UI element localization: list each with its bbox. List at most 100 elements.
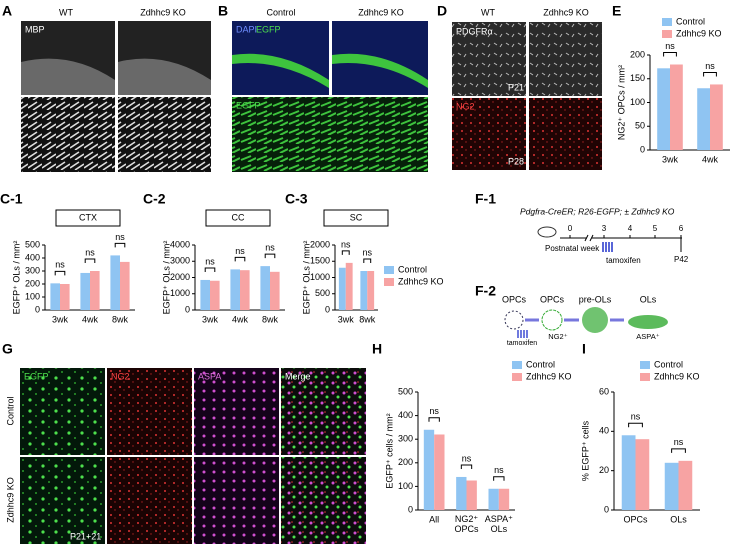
legend-label: Control bbox=[398, 264, 427, 274]
significance-bracket bbox=[460, 464, 473, 469]
image bbox=[118, 97, 211, 172]
legend-swatch bbox=[512, 361, 522, 369]
legend-swatch bbox=[384, 266, 394, 274]
annotation: ns bbox=[665, 41, 675, 51]
annotation: ns bbox=[265, 243, 275, 253]
channel-label: EGFP bbox=[24, 371, 49, 381]
y-tick-label: 0 bbox=[35, 304, 40, 314]
bar bbox=[434, 434, 445, 510]
bar bbox=[210, 280, 220, 310]
y-tick-label: 500 bbox=[398, 386, 413, 396]
y-axis-label: EGFP⁺ OLs / mm² bbox=[301, 241, 311, 315]
panel-label: D bbox=[437, 3, 447, 19]
bar bbox=[635, 439, 650, 510]
y-tick-label: 100 bbox=[398, 481, 413, 491]
image bbox=[529, 98, 602, 170]
cell-icon bbox=[628, 315, 668, 329]
y-tick-label: 0 bbox=[185, 304, 190, 314]
annotation: ns bbox=[674, 437, 684, 447]
image bbox=[452, 22, 526, 96]
bar bbox=[200, 279, 210, 310]
image bbox=[194, 368, 279, 455]
y-tick-label: 150 bbox=[630, 73, 645, 83]
axis-label: Postnatal week bbox=[545, 244, 600, 253]
x-tick-label: 4wk bbox=[232, 314, 249, 324]
panel-g: G Control Zdhhc9 KO EGFP NG2 ASPA Merge P21+… bbox=[2, 341, 366, 544]
title-box bbox=[323, 209, 389, 227]
image bbox=[281, 368, 366, 455]
annotation: ns bbox=[462, 453, 472, 463]
panel-label: H bbox=[372, 341, 382, 357]
stage-label: OPCs bbox=[502, 294, 527, 304]
cell-icon bbox=[582, 307, 608, 333]
legend-label: Zdhhc9 KO bbox=[676, 28, 722, 38]
y-tick-label: 20 bbox=[599, 465, 609, 475]
x-tick-label: 3wk bbox=[338, 314, 355, 324]
column-label: Control bbox=[266, 7, 295, 17]
y-tick-label: 300 bbox=[398, 434, 413, 444]
panel-label: C-3 bbox=[285, 191, 308, 207]
bar bbox=[488, 488, 499, 510]
y-tick-label: 2000 bbox=[170, 272, 190, 282]
panel-f1: F-1 Pdgfra-CreER; R26-EGFP; ± Zdhhc9 KO … bbox=[475, 191, 689, 265]
annotation: ns bbox=[494, 465, 504, 475]
chart-title: SC bbox=[350, 212, 363, 222]
y-tick-label: 0 bbox=[604, 504, 609, 514]
significance-bracket bbox=[264, 253, 276, 259]
panel-label: F-2 bbox=[475, 283, 496, 299]
y-tick-label: 500 bbox=[25, 239, 40, 249]
y-tick-label: 400 bbox=[25, 252, 40, 262]
y-tick-label: 200 bbox=[25, 278, 40, 288]
annotation: ns bbox=[362, 247, 372, 257]
legend-label: Control bbox=[526, 359, 555, 369]
legend-swatch bbox=[512, 373, 522, 381]
week-label: 3 bbox=[602, 224, 607, 233]
bar bbox=[360, 271, 368, 310]
annotation: ns bbox=[205, 256, 215, 266]
image-detail bbox=[21, 58, 211, 95]
channel-label: ASPA bbox=[198, 371, 221, 381]
marker-label: NG2⁺ bbox=[548, 332, 567, 341]
column-label: Zdhhc9 KO bbox=[358, 7, 404, 17]
y-tick-label: 100 bbox=[25, 291, 40, 301]
y-tick-label: 1500 bbox=[310, 256, 330, 266]
significance-bracket bbox=[363, 258, 372, 263]
y-tick-label: 200 bbox=[398, 457, 413, 467]
channel-label: NG2 bbox=[111, 371, 130, 381]
cell-icon bbox=[504, 310, 524, 330]
y-tick-label: 500 bbox=[315, 288, 330, 298]
bar bbox=[670, 64, 683, 150]
image bbox=[107, 457, 192, 544]
panel-label: I bbox=[582, 341, 586, 357]
x-tick-label: All bbox=[429, 514, 439, 524]
chart: C-1 CTX EGFP⁺ OLs / mm² 0 100 200 300 400 500 3wk… bbox=[0, 191, 135, 324]
chart: I % EGFP⁺ cells 0 20 40 60 OPCs ns OLs ns Control Z… bbox=[580, 341, 700, 524]
legend-swatch bbox=[662, 18, 672, 26]
y-tick-label: 40 bbox=[599, 426, 609, 436]
image bbox=[20, 457, 105, 544]
column-label: WT bbox=[481, 7, 495, 17]
image bbox=[21, 97, 115, 172]
age-label: P28 bbox=[508, 156, 524, 166]
legend-swatch bbox=[662, 30, 672, 38]
panel-label: E bbox=[612, 3, 621, 19]
annotation: ns bbox=[429, 406, 439, 416]
legend-label: Control bbox=[676, 16, 705, 26]
bar bbox=[240, 270, 250, 310]
annotation: ns bbox=[631, 412, 641, 422]
panel-label: F-1 bbox=[475, 191, 496, 207]
treatment-label: tamoxifen bbox=[507, 340, 537, 347]
y-axis-label: EGFP⁺ OLs / mm² bbox=[11, 241, 21, 315]
y-axis-label: EGFP⁺ OLs / mm² bbox=[161, 241, 171, 315]
stage-label: OPCs bbox=[540, 294, 565, 304]
bar bbox=[345, 262, 353, 310]
bar bbox=[120, 261, 130, 310]
x-tick-label: 4wk bbox=[82, 314, 99, 324]
x-tick-label: NG2⁺ OPCs bbox=[454, 514, 479, 534]
column-label: Zdhhc9 KO bbox=[140, 7, 186, 17]
bar bbox=[338, 267, 346, 310]
legend-swatch bbox=[384, 278, 394, 286]
panel-b: B Control Zdhhc9 KO DAPI EGFP EGFP bbox=[218, 3, 428, 172]
y-tick-label: 0 bbox=[640, 144, 645, 154]
